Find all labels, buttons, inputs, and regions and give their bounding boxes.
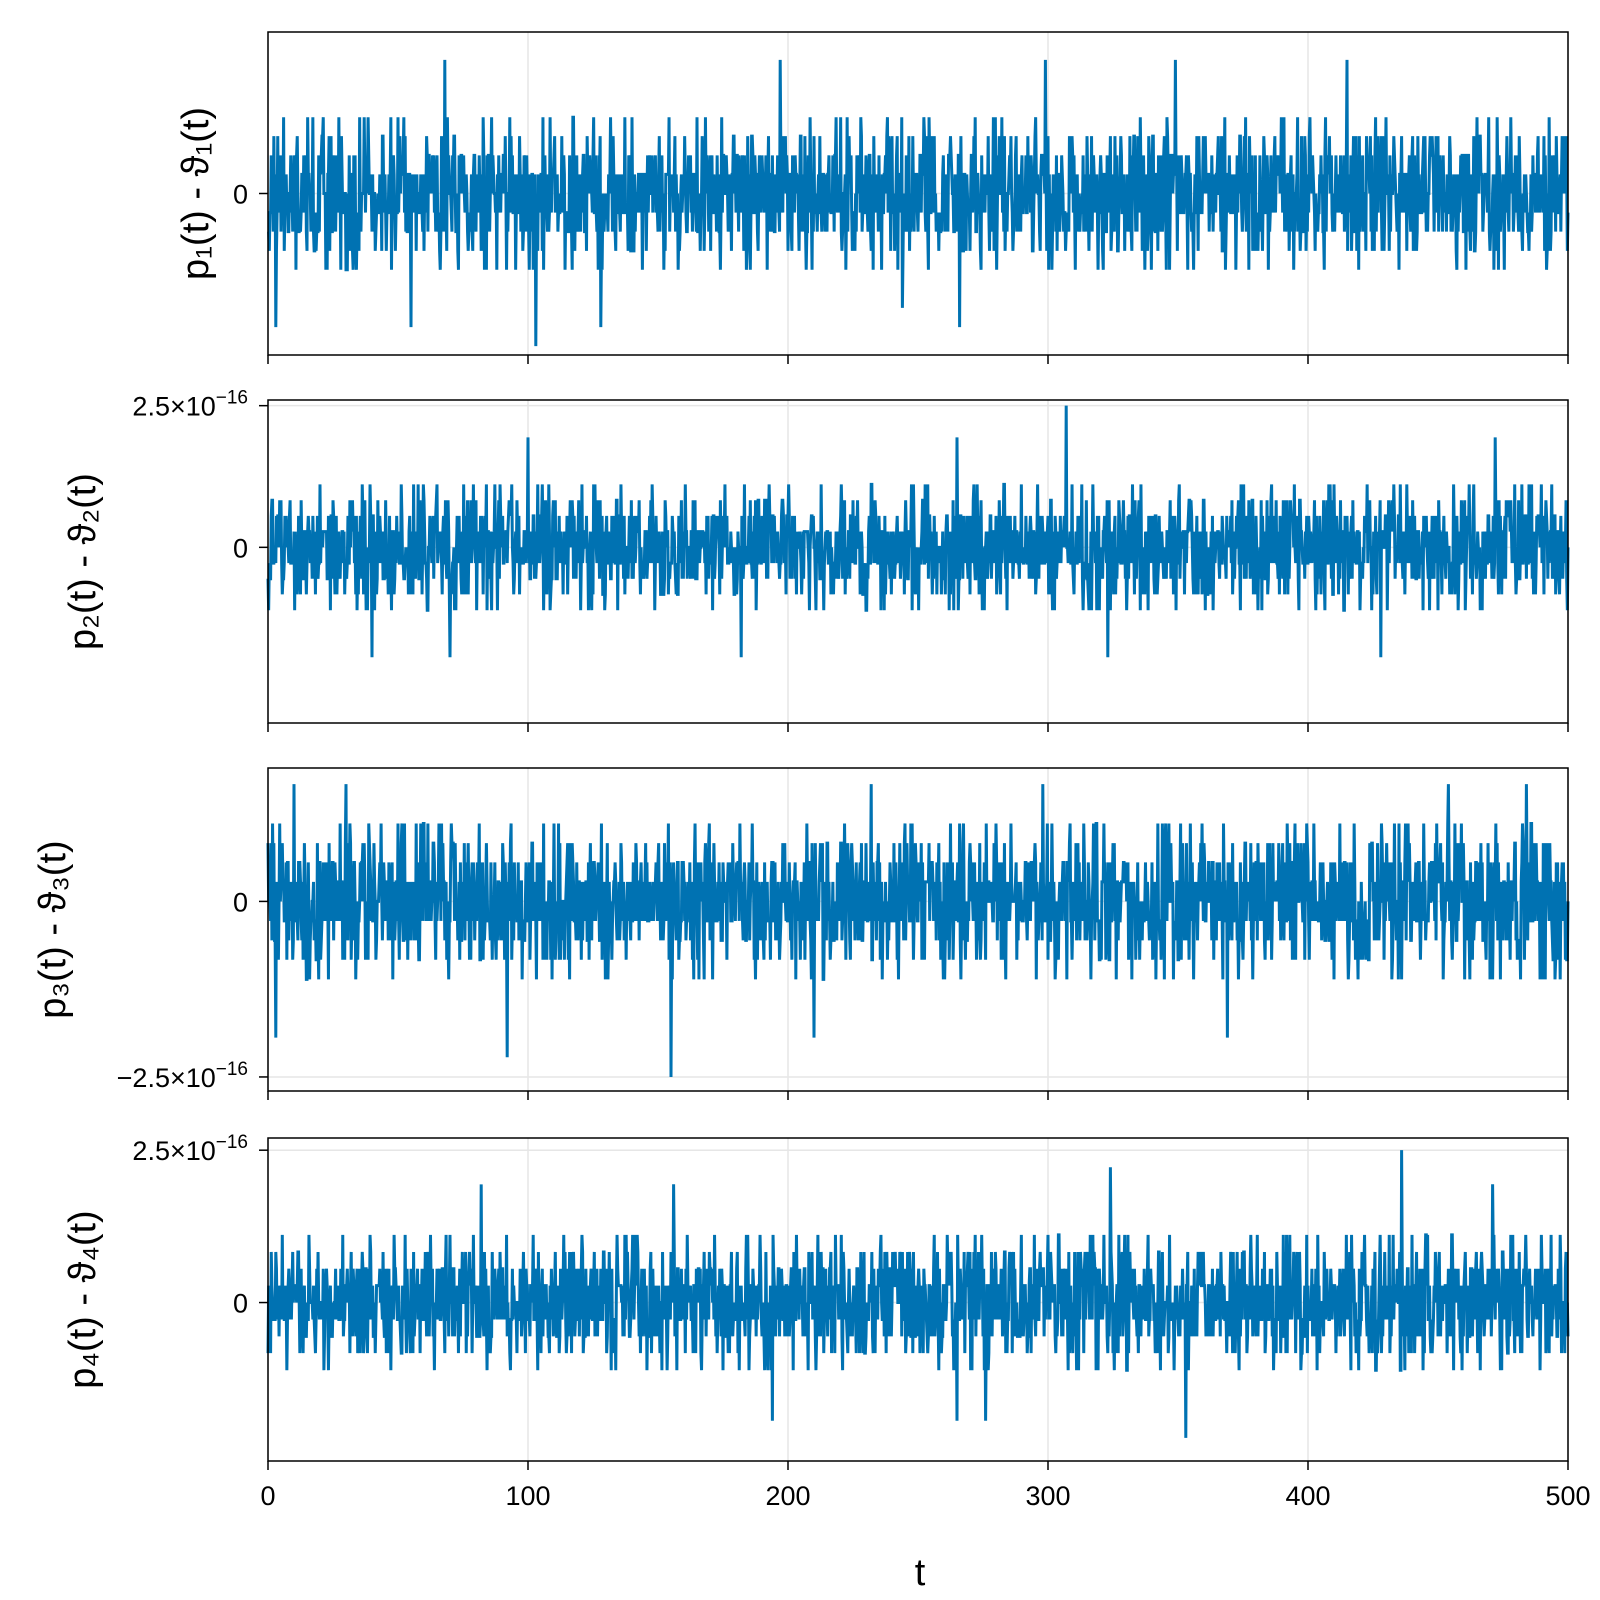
y-tick-exponent: −16: [216, 1132, 248, 1153]
x-tick-label: 400: [1285, 1481, 1330, 1511]
axes-frame: [267, 1137, 1569, 1462]
series-line: [266, 1150, 1570, 1438]
y-tick-label: 0: [233, 533, 248, 563]
x-tick-label: 100: [505, 1481, 550, 1511]
x-tick-label: 500: [1545, 1481, 1590, 1511]
y-axis-label: p₂(t) - ϑ₂(t): [62, 473, 104, 650]
panel-2: 2.5×10−16 0 p₂(t) - ϑ₂(t): [62, 388, 1570, 732]
y-tick-label: 2.5×10−16: [132, 1132, 248, 1166]
y-tick-base: 2.5×10: [132, 1136, 215, 1166]
panel-3: 0 −2.5×10−16 p₃(t) - ϑ₃(t): [32, 767, 1570, 1100]
y-tick-exponent: −16: [216, 388, 248, 409]
x-tick-label: 0: [260, 1481, 275, 1511]
y-tick-label: 0: [233, 1289, 248, 1319]
y-axis-label: p₄(t) - ϑ₄(t): [62, 1210, 104, 1388]
y-tick-exponent: −16: [216, 1059, 248, 1080]
series-line: [267, 59, 1570, 347]
series-line: [266, 784, 1570, 1077]
y-tick-label: 2.5×10−16: [132, 388, 248, 422]
x-tick-label: 200: [765, 1481, 810, 1511]
y-tick-base: 2.5×10: [132, 392, 215, 422]
series-line: [266, 405, 1570, 658]
y-axis-label: p₃(t) - ϑ₃(t): [32, 840, 74, 1018]
y-tick-label: −2.5×10−16: [117, 1059, 248, 1093]
x-tick-label: 300: [1025, 1481, 1070, 1511]
axes-frame: [267, 399, 1569, 724]
y-tick-label: 0: [233, 887, 248, 917]
panel-1: 0 p₁(t) - ϑ₁(t): [175, 31, 1570, 364]
x-axis-label: t: [915, 1552, 926, 1594]
y-tick-base: −2.5×10: [117, 1063, 216, 1093]
y-axis-label: p₁(t) - ϑ₁(t): [175, 107, 217, 280]
y-tick-label: 0: [233, 180, 248, 210]
panel-4: 0 100 200 300 400 500 2.5×10−16 0 p₄(t) - ϑ₄(t): [62, 1132, 1591, 1511]
axes-frame: [267, 767, 1569, 1092]
